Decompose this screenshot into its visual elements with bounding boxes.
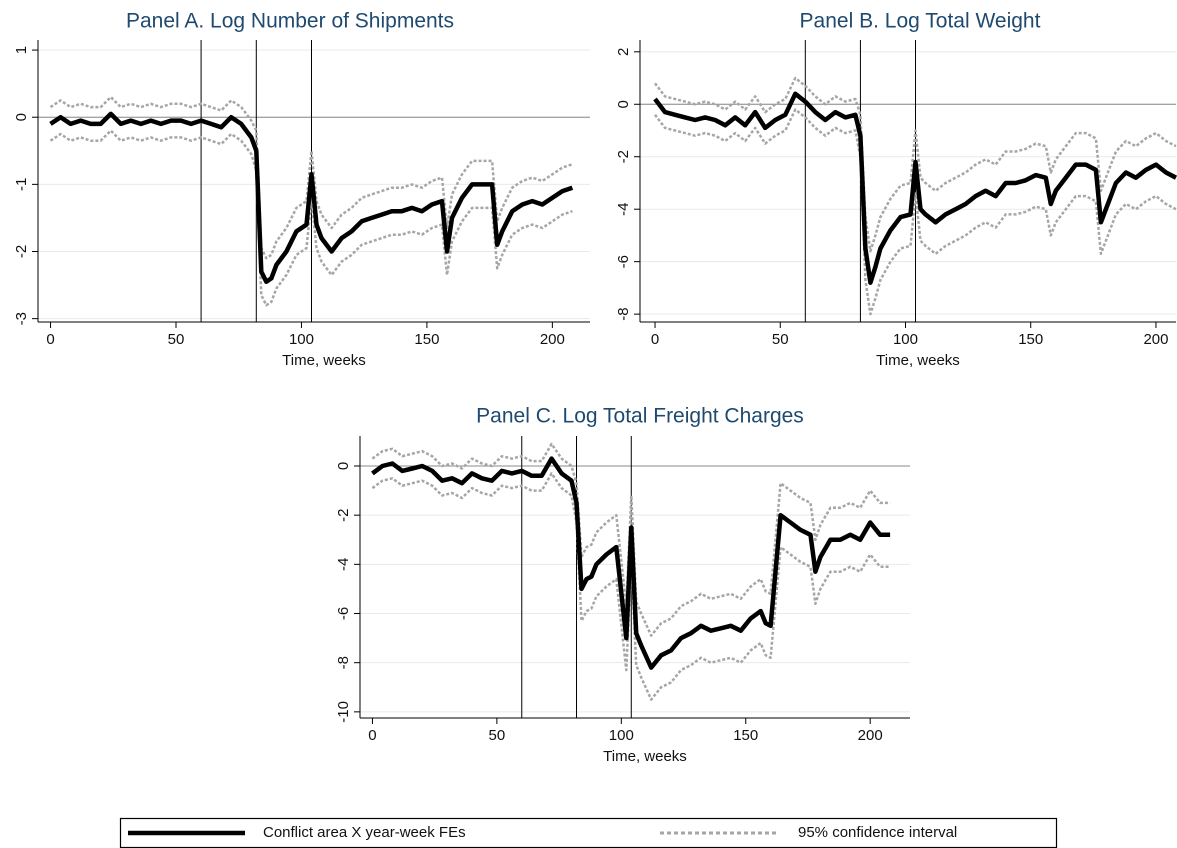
estimate-line bbox=[49, 111, 574, 284]
legend-label: 95% confidence interval bbox=[798, 824, 957, 841]
x-tick-label: 150 bbox=[1018, 331, 1043, 348]
y-tick-label: -1 bbox=[13, 178, 30, 191]
y-tick-label: -2 bbox=[335, 508, 352, 521]
y-tick-label: 1 bbox=[13, 46, 30, 54]
x-tick-label: 100 bbox=[609, 727, 634, 744]
x-axis-label: Time, weeks bbox=[282, 352, 366, 369]
panel-title: Panel C. Log Total Freight Charges bbox=[476, 405, 804, 428]
x-tick-label: 50 bbox=[772, 331, 789, 348]
y-tick-label: -2 bbox=[13, 245, 30, 258]
y-tick-label: 2 bbox=[615, 48, 632, 56]
panel-title: Panel B. Log Total Weight bbox=[800, 10, 1041, 33]
x-axis-label: Time, weeks bbox=[603, 748, 687, 765]
ci-upper-line bbox=[371, 442, 891, 637]
y-tick-label: 0 bbox=[615, 100, 632, 108]
x-tick-label: 100 bbox=[893, 331, 918, 348]
y-tick-label: -8 bbox=[615, 307, 632, 320]
y-tick-label: -10 bbox=[335, 701, 352, 723]
x-tick-label: 0 bbox=[368, 727, 376, 744]
estimate-line bbox=[371, 456, 891, 670]
x-tick-label: 0 bbox=[46, 331, 54, 348]
ci-upper-line bbox=[49, 95, 573, 260]
x-tick-label: 200 bbox=[1143, 331, 1168, 348]
y-tick-label: -2 bbox=[615, 150, 632, 163]
x-tick-label: 150 bbox=[414, 331, 439, 348]
x-tick-label: 50 bbox=[489, 727, 506, 744]
x-tick-label: 150 bbox=[733, 727, 758, 744]
x-axis-label: Time, weeks bbox=[876, 352, 960, 369]
x-tick-label: 50 bbox=[168, 331, 185, 348]
y-tick-label: -4 bbox=[335, 558, 352, 571]
y-tick-label: -6 bbox=[335, 607, 352, 620]
y-tick-label: 0 bbox=[13, 113, 30, 121]
y-tick-label: -3 bbox=[13, 312, 30, 325]
ci-upper-line bbox=[654, 76, 1177, 253]
x-tick-label: 100 bbox=[289, 331, 314, 348]
x-tick-label: 200 bbox=[858, 727, 883, 744]
y-tick-label: -6 bbox=[615, 255, 632, 268]
panel-title: Panel A. Log Number of Shipments bbox=[126, 10, 454, 33]
ci-lower-line bbox=[49, 129, 573, 307]
y-tick-label: 0 bbox=[335, 462, 352, 470]
ci-lower-line bbox=[654, 108, 1177, 316]
y-tick-label: -4 bbox=[615, 203, 632, 216]
x-tick-label: 200 bbox=[540, 331, 565, 348]
legend-label: Conflict area X year-week FEs bbox=[263, 824, 466, 841]
x-tick-label: 0 bbox=[651, 331, 659, 348]
y-tick-label: -8 bbox=[335, 656, 352, 669]
estimate-line bbox=[653, 91, 1177, 285]
